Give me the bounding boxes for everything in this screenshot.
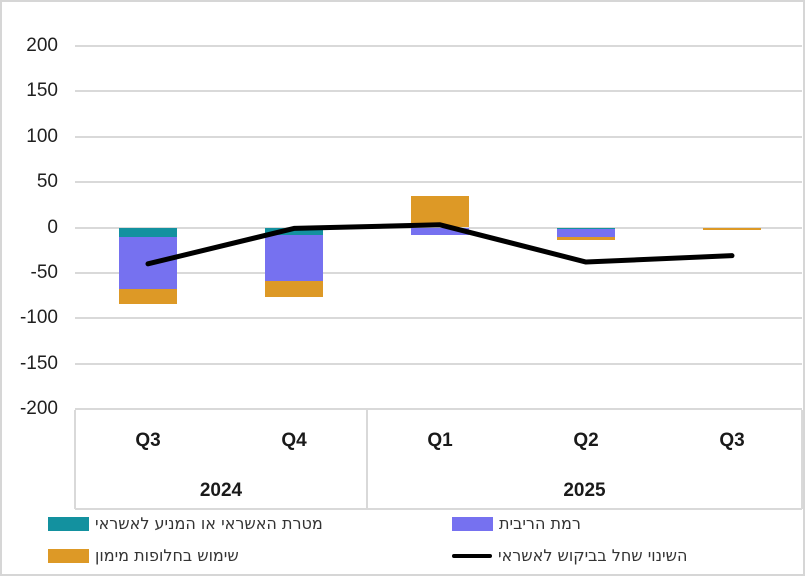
y-tick-label: 100 [26, 125, 58, 147]
gridline [75, 44, 802, 47]
gridline [75, 408, 802, 411]
y-tick-label: 50 [36, 171, 58, 193]
year-label: 2025 [563, 480, 606, 501]
bar-segment-series-1 [557, 229, 615, 238]
axis-bottom-line [75, 508, 802, 510]
y-tick-label: 200 [26, 34, 58, 56]
legend-label: השינוי שחל בביקוש לאשראי [498, 546, 688, 565]
year-label: 2024 [199, 480, 243, 501]
legend-color-swatch [452, 517, 493, 531]
y-tick-label: 0 [47, 216, 58, 238]
legend-entry: מטרת האשראי או המניע לאשראי [48, 513, 323, 535]
x-tick-label: Q3 [135, 430, 161, 451]
gridline [75, 181, 802, 184]
bar-segment-series-2 [557, 237, 615, 241]
bar-segment-series-0 [119, 227, 177, 237]
line-series-path [145, 222, 735, 267]
bar-segment-series-1 [411, 227, 469, 235]
year-group-divider [74, 410, 76, 509]
bar-segment-series-0 [557, 227, 615, 230]
year-group-divider [366, 410, 368, 509]
legend-entry: השינוי שחל בביקוש לאשראי [452, 545, 687, 567]
x-tick-label: Q3 [719, 430, 745, 451]
legend-entry: רמת הריבית [452, 513, 581, 535]
bar-segment-series-2 [265, 281, 323, 297]
bar-segment-series-2 [703, 227, 761, 231]
line-series [145, 222, 735, 267]
x-tick-label: Q2 [573, 430, 599, 451]
bar-segment-series-2 [119, 289, 177, 304]
y-tick-label: 150 [26, 80, 58, 102]
legend-line-marker [452, 554, 492, 558]
y-tick-label: -100 [19, 307, 58, 329]
gridline [75, 317, 802, 320]
y-tick-label: -150 [19, 352, 58, 374]
bar-segment-series-2 [411, 195, 469, 228]
gridline [75, 362, 802, 365]
year-group-divider [801, 410, 803, 509]
legend-label: מטרת האשראי או המניע לאשראי [95, 514, 323, 533]
legend-entry: שימוש בחלופות מימון [48, 545, 239, 567]
legend-color-swatch [48, 549, 89, 563]
gridline [75, 135, 802, 138]
x-tick-label: Q4 [281, 430, 307, 451]
x-tick-label: Q1 [427, 430, 453, 451]
legend-label: רמת הריבית [499, 514, 581, 533]
y-tick-label: -200 [19, 398, 58, 420]
bar-segment-series-0 [265, 227, 323, 235]
gridline [75, 90, 802, 93]
bar-segment-series-1 [265, 234, 323, 282]
legend-color-swatch [48, 517, 89, 531]
legend-label: שימוש בחלופות מימון [95, 546, 239, 565]
gridline [75, 271, 802, 274]
y-tick-label: -50 [30, 261, 58, 283]
